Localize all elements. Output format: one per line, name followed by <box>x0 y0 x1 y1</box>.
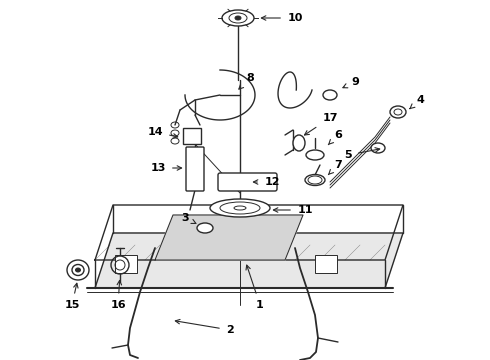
Polygon shape <box>95 233 403 288</box>
Text: 3: 3 <box>181 213 196 224</box>
Ellipse shape <box>67 260 89 280</box>
Ellipse shape <box>306 150 324 160</box>
Text: 13: 13 <box>150 163 182 173</box>
Ellipse shape <box>305 175 325 185</box>
Ellipse shape <box>75 268 80 272</box>
Ellipse shape <box>235 16 241 20</box>
Text: 2: 2 <box>175 319 234 335</box>
Text: 8: 8 <box>239 73 254 89</box>
Ellipse shape <box>371 143 385 153</box>
Ellipse shape <box>293 135 305 151</box>
Ellipse shape <box>390 106 406 118</box>
Text: 12: 12 <box>253 177 280 187</box>
Text: 14: 14 <box>147 127 178 138</box>
Text: 1: 1 <box>246 265 264 310</box>
Text: 5: 5 <box>344 148 380 160</box>
FancyBboxPatch shape <box>186 147 204 191</box>
Text: 11: 11 <box>273 205 313 215</box>
Ellipse shape <box>323 90 337 100</box>
Text: 4: 4 <box>410 95 424 109</box>
Text: 6: 6 <box>328 130 342 145</box>
Text: 7: 7 <box>328 160 342 175</box>
Ellipse shape <box>197 223 213 233</box>
Text: 17: 17 <box>304 113 338 135</box>
Ellipse shape <box>210 199 270 217</box>
Text: 9: 9 <box>343 77 359 88</box>
FancyBboxPatch shape <box>218 173 277 191</box>
Bar <box>115 255 137 273</box>
Polygon shape <box>155 215 303 260</box>
Ellipse shape <box>222 10 254 26</box>
Text: 15: 15 <box>64 283 80 310</box>
Text: 16: 16 <box>110 280 126 310</box>
Bar <box>183 128 201 144</box>
Polygon shape <box>95 205 403 260</box>
Text: 10: 10 <box>261 13 303 23</box>
Bar <box>315 255 337 273</box>
